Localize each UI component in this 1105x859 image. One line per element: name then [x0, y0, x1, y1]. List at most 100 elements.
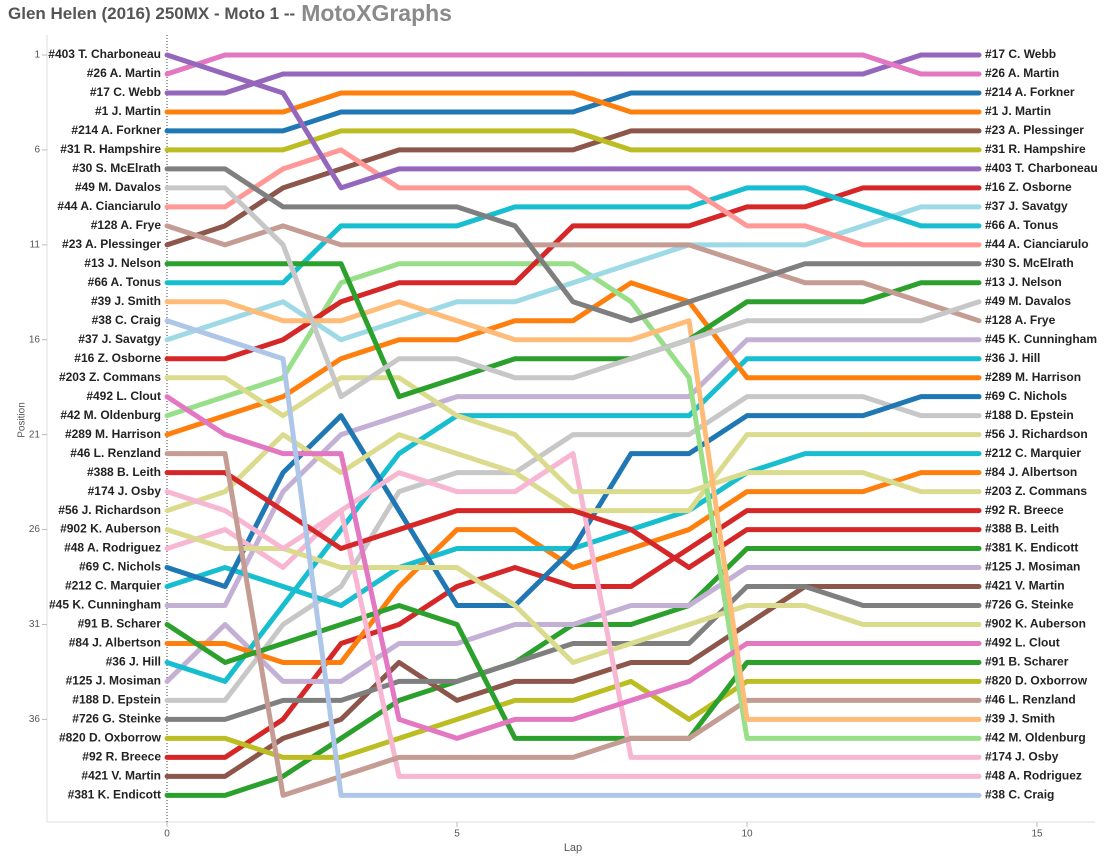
start-label: #128 A. Frye [91, 218, 162, 232]
end-label: #69 C. Nichols [985, 389, 1067, 403]
series-line [164, 678, 982, 760]
end-label: #1 J. Martin [985, 104, 1051, 118]
x-axis-label: Lap [564, 842, 582, 854]
series-line [164, 52, 982, 77]
series-line [164, 375, 982, 495]
x-tick-label: 0 [164, 829, 170, 840]
end-label: #46 L. Renzland [985, 693, 1076, 707]
end-label: #726 G. Steinke [985, 598, 1074, 612]
start-label: #39 J. Smith [91, 294, 161, 308]
start-label: #69 C. Nichols [79, 560, 161, 574]
series-line [164, 280, 982, 438]
series-line [164, 356, 982, 684]
series-line [164, 52, 982, 96]
subtitle: MotoXGraphs [301, 0, 452, 26]
series-line [164, 451, 982, 760]
start-label: #188 D. Epstein [72, 693, 161, 707]
x-tick-label: 10 [741, 829, 753, 840]
end-label: #174 J. Osby [985, 750, 1059, 764]
end-label: #30 S. McElrath [985, 256, 1074, 270]
series-line [164, 584, 982, 779]
start-label: #48 A. Rodriguez [64, 541, 161, 555]
start-label: #91 B. Scharer [78, 617, 162, 631]
start-label: #42 M. Oldenburg [60, 408, 161, 422]
end-label: #42 M. Oldenburg [985, 731, 1086, 745]
chart-title: Glen Helen (2016) 250MX - Moto 1 -- MotoX… [8, 0, 452, 26]
start-label: #37 J. Savatgy [78, 332, 161, 346]
start-label: #30 S. McElrath [72, 161, 161, 175]
series-line [164, 394, 982, 703]
start-label: #203 Z. Commans [59, 370, 161, 384]
end-label: #17 C. Webb [985, 47, 1056, 61]
end-label: #421 V. Martin [985, 579, 1065, 593]
y-tick-label: 21 [29, 429, 41, 440]
end-label: #48 A. Rodriguez [985, 769, 1082, 783]
start-label: #16 Z. Osborne [74, 351, 161, 365]
start-label: #44 A. Cianciarulo [57, 199, 161, 213]
series-line [164, 261, 982, 400]
start-label: #381 K. Endicott [68, 787, 161, 801]
start-label: #66 A. Tonus [88, 275, 162, 289]
start-label: #403 T. Charboneau [48, 47, 161, 61]
end-label: #212 C. Marquier [985, 446, 1081, 460]
title: Glen Helen (2016) 250MX - Moto 1 -- [8, 4, 295, 23]
start-label: #214 A. Forkner [71, 123, 161, 137]
series-line [164, 584, 982, 722]
start-label: #84 J. Albertson [69, 636, 161, 650]
start-label: #125 J. Mosiman [66, 674, 161, 688]
series-line [164, 527, 982, 665]
y-tick-label: 6 [34, 145, 40, 156]
end-label: #125 J. Mosiman [985, 560, 1080, 574]
series-line [164, 470, 982, 571]
start-label: #1 J. Martin [95, 104, 161, 118]
start-label: #421 V. Martin [81, 769, 161, 783]
y-axis-label: Position [17, 402, 28, 438]
start-label: #31 R. Hampshire [60, 142, 161, 156]
end-label: #188 D. Epstein [985, 408, 1074, 422]
start-label: #289 M. Harrison [65, 427, 161, 441]
end-label: #39 J. Smith [985, 712, 1055, 726]
y-tick-label: 16 [29, 334, 41, 345]
series-line [164, 204, 982, 343]
end-label: #56 J. Richardson [985, 427, 1088, 441]
series-line [164, 394, 982, 741]
series-line [164, 90, 982, 115]
x-tick-label: 5 [454, 829, 460, 840]
end-label: #36 J. Hill [985, 351, 1040, 365]
series-line [164, 52, 982, 191]
start-label: #23 A. Plessinger [62, 237, 161, 251]
start-label: #13 J. Nelson [84, 256, 161, 270]
series-line [164, 299, 982, 722]
end-label: #902 K. Auberson [985, 617, 1086, 631]
end-label: #92 R. Breece [985, 503, 1064, 517]
y-tick-label: 36 [29, 714, 41, 725]
start-label: #902 K. Auberson [60, 522, 161, 536]
end-label: #214 A. Forkner [985, 85, 1075, 99]
series-line [164, 470, 982, 665]
series-line [164, 565, 982, 684]
start-label: #38 C. Craig [92, 313, 161, 327]
start-label: #36 J. Hill [106, 655, 161, 669]
series-line [164, 223, 982, 324]
end-label: #492 L. Clout [985, 636, 1060, 650]
x-tick-label: 15 [1031, 829, 1043, 840]
start-label: #820 D. Oxborrow [59, 731, 162, 745]
end-label: #289 M. Harrison [985, 370, 1081, 384]
end-label: #203 Z. Commans [985, 484, 1087, 498]
y-tick-label: 1 [34, 50, 40, 61]
end-label: #66 A. Tonus [985, 218, 1059, 232]
y-tick-label: 26 [29, 524, 41, 535]
start-label: #56 J. Richardson [58, 503, 161, 517]
start-label: #726 G. Steinke [72, 712, 161, 726]
end-label: #31 R. Hampshire [985, 142, 1086, 156]
y-tick-label: 31 [29, 619, 41, 630]
series-line [164, 128, 982, 153]
series-line [164, 337, 982, 608]
end-label: #820 D. Oxborrow [985, 674, 1088, 688]
start-label: #49 M. Davalos [75, 180, 161, 194]
series-line [164, 185, 982, 362]
start-label: #212 C. Marquier [65, 579, 161, 593]
start-label: #388 B. Leith [87, 465, 161, 479]
end-label: #45 K. Cunningham [985, 332, 1097, 346]
